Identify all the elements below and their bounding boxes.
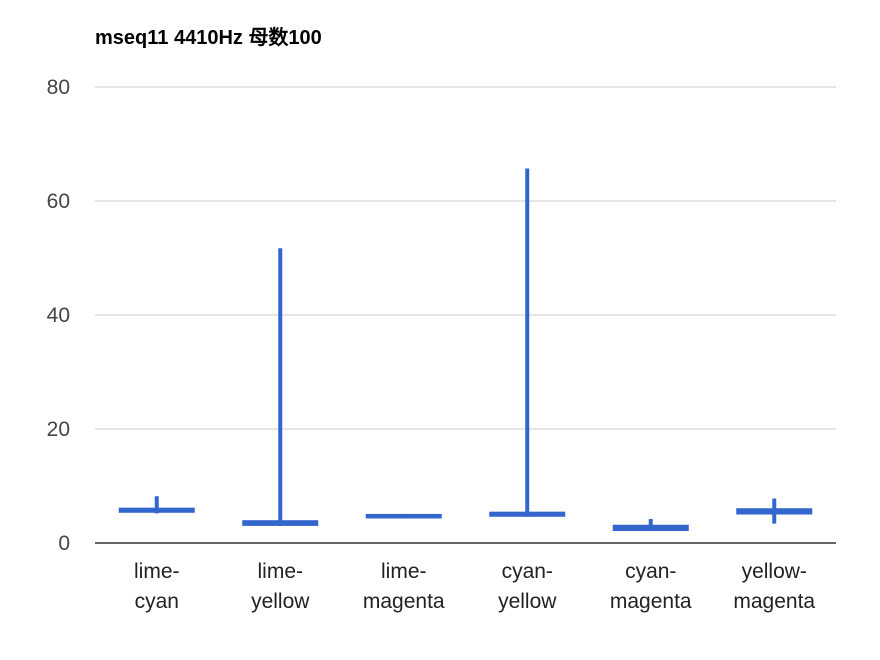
x-category-label-line: magenta [733, 590, 815, 613]
chart-title: mseq11 4410Hz 母数100 [95, 25, 322, 49]
x-category-label-line: magenta [610, 590, 692, 613]
x-category-label: lime-cyan [134, 560, 180, 613]
x-category-label-line: magenta [363, 590, 445, 613]
candle-body [242, 520, 319, 526]
candles [118, 168, 813, 532]
x-category-label-line: cyan- [502, 560, 553, 583]
y-tick-label: 40 [47, 304, 70, 327]
x-category-label: lime-magenta [363, 560, 445, 613]
x-category-label-line: cyan- [625, 560, 676, 583]
x-axis: lime-cyanlime-yellowlime-magentacyan-yel… [134, 560, 815, 613]
x-category-label-line: lime- [258, 560, 304, 583]
x-category-label-line: yellow [251, 590, 310, 613]
candle-body [365, 513, 442, 519]
x-category-label: lime-yellow [251, 560, 310, 613]
y-tick-label: 0 [58, 532, 70, 555]
candle-body [118, 507, 195, 513]
y-tick-label: 20 [47, 418, 70, 441]
x-category-label-line: lime- [381, 560, 427, 583]
x-category-label: yellow-magenta [733, 560, 815, 613]
x-category-label-line: yellow- [742, 560, 807, 583]
y-tick-label: 80 [47, 76, 70, 99]
x-category-label-line: yellow [498, 590, 557, 613]
x-category-label-line: lime- [134, 560, 180, 583]
y-axis: 0 20 40 60 80 [47, 76, 70, 555]
grid-layer [95, 86, 836, 544]
x-category-label: cyan-yellow [498, 560, 557, 613]
candle-body [612, 524, 689, 532]
candle-body [489, 511, 566, 517]
y-tick-label: 60 [47, 190, 70, 213]
candle-body [736, 508, 813, 515]
x-category-label-line: cyan [135, 590, 179, 613]
x-category-label: cyan-magenta [610, 560, 692, 613]
